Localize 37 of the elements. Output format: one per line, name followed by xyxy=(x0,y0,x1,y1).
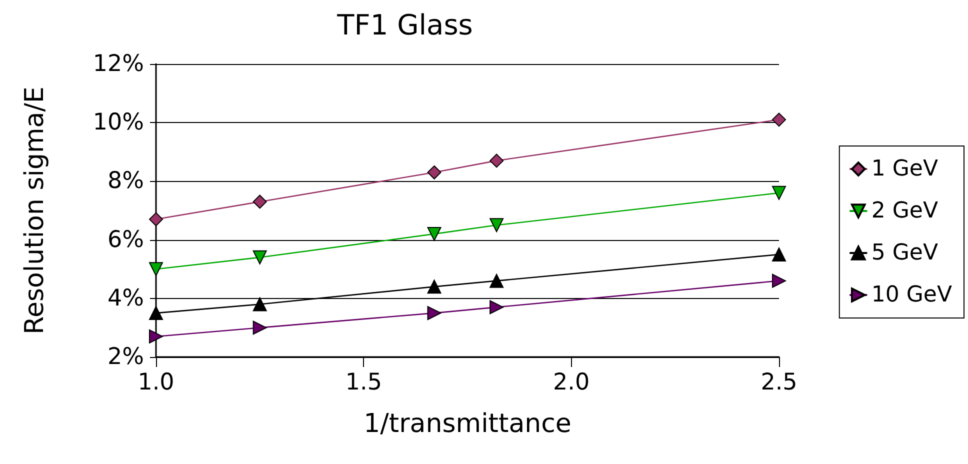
y-tick-label: 4% xyxy=(108,285,144,312)
x-axis-title: 1/transmittance xyxy=(364,409,572,439)
point xyxy=(427,165,442,180)
point xyxy=(149,212,163,226)
legend-label: 1 GeV xyxy=(871,156,938,182)
legend-label: 2 GeV xyxy=(871,198,938,224)
point xyxy=(252,297,267,312)
point xyxy=(149,306,163,320)
y-tick-label: 8% xyxy=(108,168,144,194)
x-tick-label: 1.0 xyxy=(138,370,174,396)
point xyxy=(252,194,267,209)
legend-label: 5 GeV xyxy=(871,240,938,266)
point xyxy=(252,250,267,264)
y-axis-title: Resolution sigma/E xyxy=(20,86,50,334)
point xyxy=(490,154,504,168)
y-tick-label: 2% xyxy=(108,344,144,370)
point xyxy=(772,274,786,288)
point xyxy=(149,262,163,276)
y-tick-label: 12% xyxy=(92,51,144,77)
point xyxy=(772,186,786,200)
point xyxy=(490,274,504,288)
point xyxy=(149,329,163,344)
x-tick-label: 2.0 xyxy=(553,370,590,396)
point xyxy=(427,306,442,320)
point xyxy=(427,226,442,241)
point xyxy=(252,320,267,335)
point xyxy=(427,280,442,294)
x-tick-label: 2.5 xyxy=(760,370,798,396)
point xyxy=(490,218,504,232)
point xyxy=(772,247,786,262)
y-tick-label: 6% xyxy=(108,226,144,253)
x-tick-label: 1.5 xyxy=(345,370,382,396)
legend-label: 10 GeV xyxy=(871,282,952,308)
point xyxy=(772,112,786,127)
point xyxy=(490,300,504,314)
y-tick-label: 10% xyxy=(92,110,144,136)
chart-title: TF1 Glass xyxy=(336,8,473,42)
